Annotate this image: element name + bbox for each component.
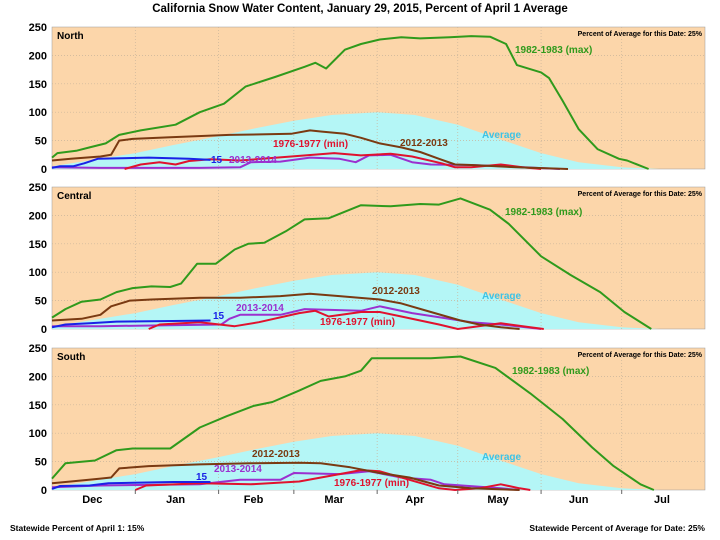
x-tick-label: Apr	[405, 494, 425, 506]
y-tick-label: 200	[29, 371, 47, 383]
y-tick-label: 100	[29, 428, 47, 440]
panel-central: 0 50 100 150 200 250 Central Percent of Average…	[29, 182, 706, 336]
series-label-min: 1976-1977 (min)	[320, 317, 395, 328]
series-line-min	[134, 469, 531, 491]
footer-right: Statewide Percent of Average for Date: 2…	[529, 523, 705, 533]
y-tick-label: 0	[41, 164, 47, 176]
series-label-average: Average	[482, 291, 522, 302]
y-tick-label: 100	[29, 267, 47, 279]
y-tick-label: 200	[29, 210, 47, 222]
y-tick-label: 0	[41, 485, 47, 497]
y-tick-label: 0	[41, 324, 47, 336]
x-tick-label: Jun	[569, 494, 589, 506]
x-tick-label: May	[487, 494, 509, 506]
series-label-min: 1976-1977 (min)	[273, 139, 348, 150]
panel-name: North	[57, 31, 84, 42]
series-label-y2013: 2013-2014	[236, 303, 284, 314]
series-label-max: 1982-1983 (max)	[515, 45, 592, 56]
series-line-max	[51, 197, 652, 330]
chart-title: California Snow Water Content, January 2…	[152, 3, 568, 15]
panel-note: Percent of Average for this Date: 25%	[578, 191, 703, 198]
series-line-current	[51, 319, 211, 329]
y-tick-label: 50	[35, 136, 47, 148]
y-tick-label: 250	[29, 22, 47, 34]
series-label-y2012: 2012-2013	[400, 138, 448, 149]
panel-note: Percent of Average for this Date: 25%	[578, 31, 703, 38]
y-tick-label: 150	[29, 239, 47, 251]
y-tick-label: 100	[29, 107, 47, 119]
panel-name: South	[57, 352, 85, 363]
series-label-max: 1982-1983 (max)	[512, 366, 589, 377]
series-line-current	[51, 481, 211, 490]
series-label-current: 15	[213, 311, 225, 322]
panel-note: Percent of Average for this Date: 25%	[578, 352, 703, 359]
series-line-y2012	[51, 129, 569, 170]
x-tick-label: Dec	[82, 494, 102, 506]
series-line-max	[51, 355, 655, 491]
footer-left: Statewide Percent of April 1: 15%	[10, 523, 145, 533]
series-label-y2012: 2012-2013	[252, 449, 300, 460]
series-label-min: 1976-1977 (min)	[334, 478, 409, 489]
series-label-y2012: 2012-2013	[372, 286, 420, 297]
series-line-current	[51, 156, 211, 169]
series-line-max	[51, 35, 649, 170]
panel-name: Central	[57, 191, 92, 202]
y-tick-label: 50	[35, 296, 47, 308]
x-tick-label: Jul	[654, 494, 670, 506]
series-label-average: Average	[482, 452, 522, 463]
x-tick-label: Feb	[244, 494, 264, 506]
series-label-current: 15	[196, 472, 208, 483]
series-line-min	[124, 152, 542, 170]
y-tick-label: 200	[29, 50, 47, 62]
y-tick-label: 250	[29, 182, 47, 194]
x-tick-label: Mar	[324, 494, 344, 506]
y-tick-label: 250	[29, 343, 47, 355]
series-label-current: 15	[211, 155, 223, 166]
y-tick-label: 150	[29, 400, 47, 412]
panel-south: 0 50 100 150 200 250 South Percent of Average f…	[29, 343, 706, 497]
panel-north: 0 50 100 150 200 250 North Percent of Average f…	[29, 22, 706, 176]
series-line-min	[148, 309, 544, 330]
series-label-y2013: 2013-2014	[229, 155, 277, 166]
y-tick-label: 150	[29, 79, 47, 91]
series-label-max: 1982-1983 (max)	[505, 207, 582, 218]
y-tick-label: 50	[35, 457, 47, 469]
series-line-y2012	[51, 292, 520, 330]
series-line-y2013	[51, 153, 560, 170]
series-label-average: Average	[482, 130, 522, 141]
x-tick-label: Jan	[166, 494, 185, 506]
series-label-y2013: 2013-2014	[214, 464, 262, 475]
series-line-y2012	[51, 461, 520, 491]
